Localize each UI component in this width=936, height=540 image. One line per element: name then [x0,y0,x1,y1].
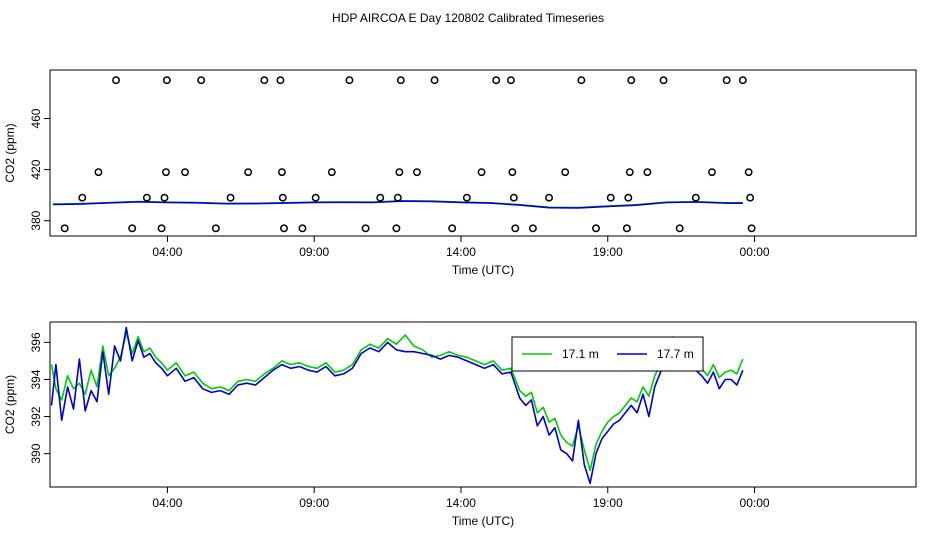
outlier-point [94,168,103,177]
outlier-point [78,193,87,202]
outlier-point [226,193,235,202]
outlier-point [448,224,457,233]
series-line [52,200,743,209]
outlier-point [60,224,69,233]
plot-frame [49,321,917,488]
top-panel-scatter-chart: 04:00 09:00 14:00 19:00 00:00 380 420 460 Time (… [3,69,917,277]
outlier-point [509,193,518,202]
legend-label: 17.1 m [562,347,599,361]
outlier-point [181,168,189,177]
outlier-point [112,76,121,85]
outlier-point [506,76,515,85]
x-tick-label: 14:00 [446,245,476,259]
outlier-point [311,193,320,202]
outlier-point [477,168,486,177]
outlier-point [508,168,517,177]
outlier-point [744,168,753,177]
outlier-point [142,193,151,202]
x-axis-label: Time (UTC) [452,514,514,528]
outlier-point [430,76,439,85]
legend-label: 17.7 m [657,347,694,361]
outlier-point [659,76,668,85]
outlier-point [244,168,253,177]
x-axis-label: Time (UTC) [452,263,514,277]
outlier-point [492,76,501,85]
x-tick-label: 09:00 [299,245,329,259]
y-tick-label: 394 [29,369,43,389]
outlier-point [128,224,137,233]
outlier-point [462,193,471,202]
y-tick-label: 420 [29,159,43,179]
x-tick-label: 00:00 [740,245,770,259]
outlier-point [327,168,336,177]
outlier-point [746,193,755,202]
outlier-point [211,224,220,233]
figure-title: HDP AIRCOA E Day 120802 Calibrated Times… [332,11,604,25]
y-tick-label: 460 [29,108,43,128]
outlier-point [412,168,421,177]
outlier-point [276,76,285,85]
y-axis-label: CO2 (ppm) [3,123,17,182]
outlier-point [625,168,634,177]
outlier-point [528,224,537,233]
outlier-point [160,193,169,202]
outlier-point [738,76,747,85]
outlier-point [592,224,600,233]
outlier-point [675,224,684,233]
x-tick-label: 04:00 [152,245,182,259]
outlier-point [722,76,731,85]
outlier-point [708,168,716,177]
outlier-point [393,193,402,202]
outlier-point [511,224,520,233]
plot-frame [49,69,917,237]
outlier-point [747,224,756,233]
outlier-point [545,193,554,202]
outlier-point [622,224,631,233]
outlier-point [624,193,633,202]
y-tick-label: 396 [29,332,43,352]
outlier-point [643,168,652,177]
y-tick-label: 380 [29,210,43,230]
y-tick-label: 390 [29,443,43,463]
outlier-point [345,76,354,85]
outlier-point [396,76,405,85]
outlier-point [627,76,636,85]
outlier-point [561,168,570,177]
y-tick-label: 392 [29,406,43,426]
x-tick-label: 09:00 [299,496,329,510]
outlier-point [395,168,404,177]
bottom-panel-line-chart: 04:00 09:00 14:00 19:00 00:00 390 392 394 396 Tim… [3,321,917,528]
outlier-point [361,224,370,233]
outlier-point [197,76,206,85]
y-axis-label: CO2 (ppm) [3,375,17,434]
series-line [50,326,744,485]
outlier-point [162,168,170,177]
x-tick-label: 00:00 [740,496,770,510]
x-tick-label: 04:00 [152,496,182,510]
series-line [50,332,744,472]
x-tick-label: 14:00 [446,496,476,510]
outlier-point [280,224,288,233]
outlier-point [157,224,166,233]
outlier-point [162,76,171,85]
outlier-point [577,76,586,85]
outlier-point [278,193,287,202]
x-tick-label: 19:00 [593,496,623,510]
outlier-point [298,224,307,233]
legend: 17.1 m 17.7 m [511,336,704,372]
outlier-point [392,224,401,233]
outlier-point [260,76,269,85]
outlier-point [606,193,615,202]
outlier-point [376,193,385,202]
outlier-point [691,193,700,202]
outlier-point [277,168,286,177]
x-tick-label: 19:00 [593,245,623,259]
